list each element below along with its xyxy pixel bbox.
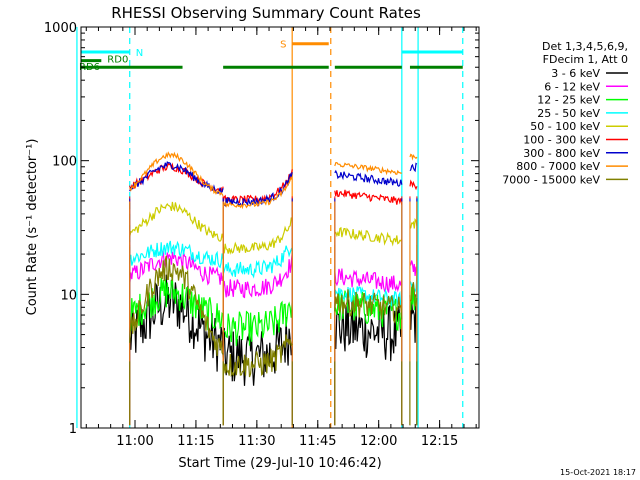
legend-entry-label: 3 - 6 keV bbox=[551, 67, 600, 80]
annotation-label: S bbox=[280, 40, 286, 51]
x-tick-label: 12:15 bbox=[421, 434, 458, 449]
series-line-2 bbox=[129, 277, 418, 346]
axes: 1 10 100 1000 11:00 11:15 11:30 11:45 12:00 12:15 bbox=[44, 21, 479, 449]
x-tick-label: 11:15 bbox=[177, 434, 214, 449]
series-line-6 bbox=[129, 161, 418, 207]
y-tick-label: 100 bbox=[52, 155, 77, 170]
legend-entry-label: 300 - 800 keV bbox=[523, 147, 600, 160]
series-line-8 bbox=[129, 255, 418, 378]
y-axis-label: Count Rate (s⁻¹ detector⁻¹) bbox=[25, 139, 40, 316]
x-tick-label: 11:45 bbox=[299, 434, 336, 449]
x-tick-label: 11:30 bbox=[238, 434, 275, 449]
legend-entry-label: 7000 - 15000 keV bbox=[502, 173, 600, 186]
footer-timestamp: 15-Oct-2021 18:17 bbox=[560, 468, 636, 477]
legend-entry-label: 50 - 100 keV bbox=[530, 120, 600, 133]
legend-entry-label: 6 - 12 keV bbox=[544, 80, 600, 93]
annotation-label: RD6 bbox=[79, 62, 100, 73]
x-axis-label: Start Time (29-Jul-10 10:46:42) bbox=[178, 456, 381, 471]
plot-area: N RD0 RD6 S bbox=[76, 27, 464, 428]
y-tick-label: 1000 bbox=[44, 21, 77, 36]
legend-entry-label: 25 - 50 keV bbox=[537, 107, 600, 120]
series-line-5 bbox=[129, 162, 418, 205]
series-line-4 bbox=[129, 201, 418, 255]
x-tick-label: 12:00 bbox=[360, 434, 397, 449]
series-line-3 bbox=[129, 240, 418, 307]
legend-entry-label: 100 - 300 keV bbox=[523, 134, 600, 147]
legend-entry-label: 12 - 25 keV bbox=[537, 94, 600, 107]
series-line-1 bbox=[129, 250, 418, 299]
y-tick-label: 10 bbox=[60, 288, 77, 303]
chart-title: RHESSI Observing Summary Count Rates bbox=[111, 4, 421, 22]
annotation-label: N bbox=[136, 48, 143, 59]
y-tick-label: 1 bbox=[69, 422, 77, 437]
annotation-label: RD0 bbox=[107, 55, 128, 66]
plot-frame bbox=[80, 26, 480, 429]
legend-entry-label: 800 - 7000 keV bbox=[516, 160, 600, 173]
legend: Det 1,3,4,5,6,9,FDecim 1, Att 03 - 6 keV… bbox=[502, 40, 628, 186]
x-tick-label: 11:00 bbox=[116, 434, 153, 449]
legend-header: Det 1,3,4,5,6,9, bbox=[542, 40, 628, 53]
series-line-7 bbox=[129, 151, 418, 210]
legend-header: FDecim 1, Att 0 bbox=[543, 53, 628, 66]
